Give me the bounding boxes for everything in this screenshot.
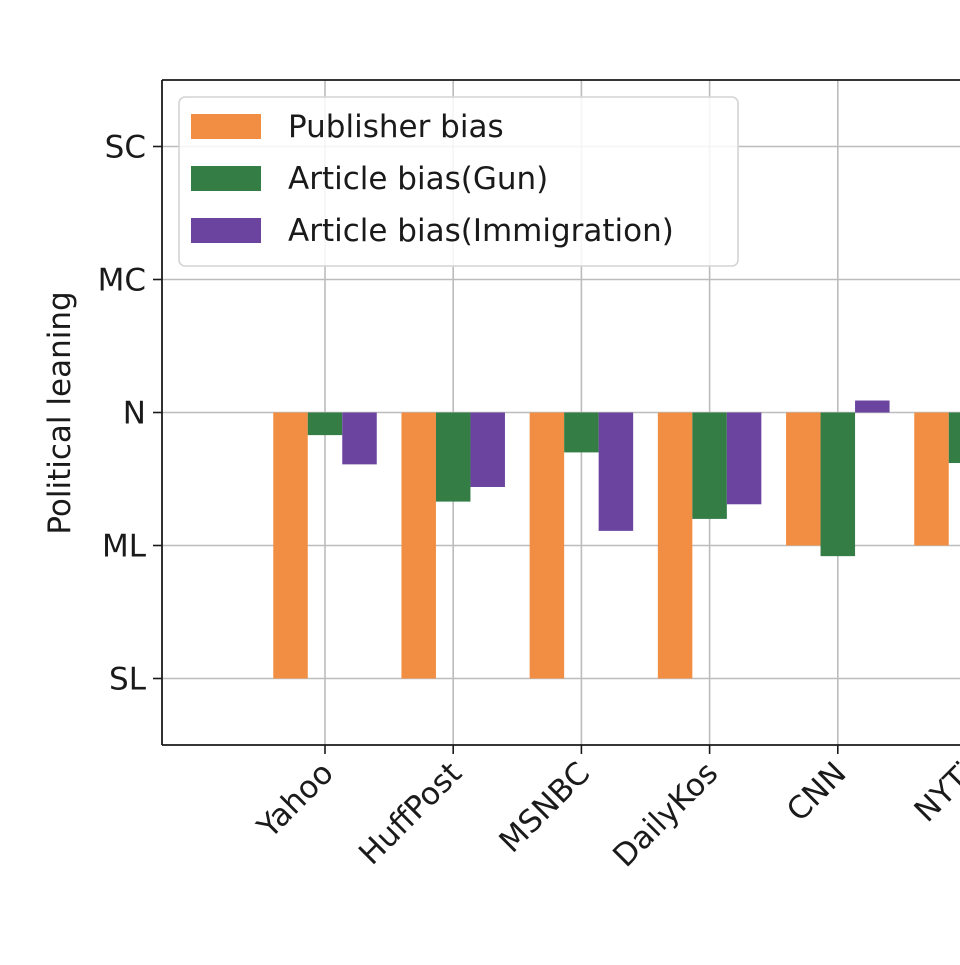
- bar: [342, 412, 377, 465]
- bar: [307, 412, 343, 436]
- legend-entry-label: Publisher bias: [288, 109, 504, 145]
- bar: [657, 412, 693, 679]
- x-tick-label: DailyKos: [606, 755, 725, 874]
- x-tick-label: MSNBC: [492, 755, 597, 860]
- x-tick-label: NYTi: [908, 755, 960, 829]
- bar: [855, 400, 890, 413]
- legend-frame: [178, 96, 739, 267]
- y-axis-label: Political leaning: [42, 291, 78, 534]
- bar: [598, 412, 634, 531]
- bar: [948, 412, 960, 464]
- legend-swatch: [191, 218, 261, 243]
- legend-entry-label: Article bias(Gun): [288, 161, 548, 197]
- bar: [470, 412, 505, 487]
- legend: Publisher bias Article bias(Gun) Article b…: [178, 96, 739, 267]
- x-tick-label: HuffPost: [352, 755, 469, 872]
- bar: [726, 412, 762, 505]
- bar: [529, 412, 565, 679]
- bar: [820, 412, 856, 557]
- bar: [914, 412, 949, 546]
- y-tick-label: SC: [105, 130, 146, 166]
- y-tick-label: SL: [109, 662, 147, 698]
- bar: [435, 412, 471, 502]
- legend-swatch: [191, 166, 261, 191]
- y-tick-label: ML: [102, 529, 147, 565]
- bar: [273, 412, 308, 679]
- bar: [401, 412, 436, 679]
- x-tick-label: Yahoo: [250, 755, 341, 846]
- legend-entry-label: Article bias(Immigration): [288, 213, 674, 249]
- bar: [692, 412, 727, 519]
- y-tick-label: N: [123, 396, 146, 432]
- bar: [564, 412, 599, 453]
- legend-swatch: [191, 114, 261, 139]
- x-tick-label: CNN: [780, 755, 854, 829]
- bar: [786, 412, 821, 546]
- y-tick-label: MC: [98, 263, 146, 299]
